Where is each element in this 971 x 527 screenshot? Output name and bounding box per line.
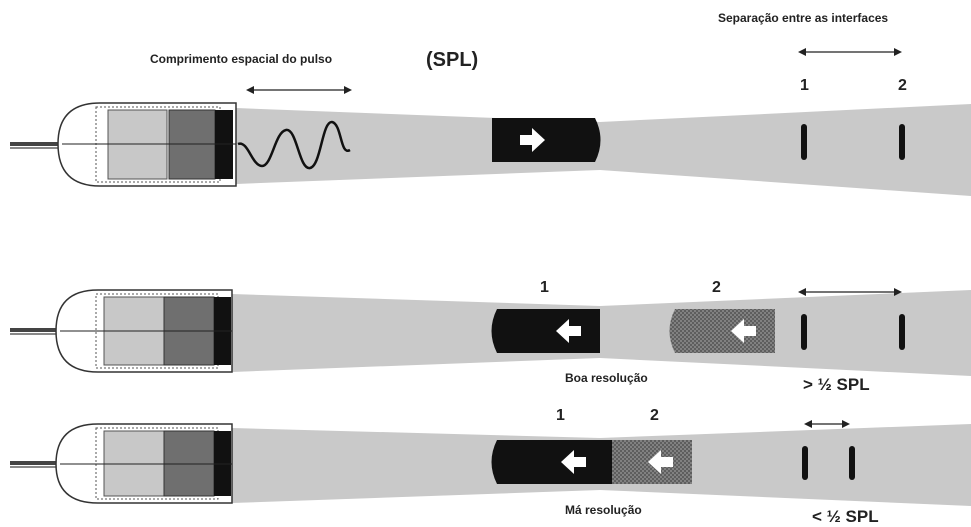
interface-1-label: 1	[800, 77, 809, 94]
echo-2-label: 2	[650, 407, 659, 424]
pulse	[492, 118, 601, 162]
transducer-icon	[10, 423, 233, 504]
echo-1-label: 1	[540, 279, 549, 296]
arrow-left-icon	[561, 450, 586, 474]
interface-2-label: 2	[898, 77, 907, 94]
spl-title: Comprimento espacial do pulso	[150, 52, 332, 66]
echo-2-label: 2	[712, 279, 721, 296]
ultrasound-beam	[236, 104, 971, 196]
echo-1-label: 1	[556, 407, 565, 424]
arrow-left-icon	[648, 450, 673, 474]
good-resolution-label: Boa resolução	[565, 371, 648, 385]
echo-1	[491, 309, 600, 353]
interface-2	[849, 446, 855, 480]
interface-1	[802, 446, 808, 480]
less-half-spl-label: < ½ SPL	[812, 507, 879, 526]
row-1: Comprimento espacial do pulso (SPL) Sepa…	[10, 11, 971, 196]
echo-1	[491, 440, 612, 484]
arrow-left-icon	[556, 319, 581, 343]
arrow-right-icon	[520, 128, 545, 152]
row-2: 1 2 Boa resolução > ½ SPL	[10, 279, 971, 394]
transducer-icon	[10, 102, 237, 187]
echo-2	[669, 309, 775, 353]
interface-2	[899, 314, 905, 350]
ultrasound-beam	[232, 290, 971, 376]
bad-resolution-label: Má resolução	[565, 503, 642, 517]
pulse-wave	[237, 120, 351, 170]
greater-half-spl-label: > ½ SPL	[803, 375, 870, 394]
double-arrow-icon	[246, 86, 352, 94]
interface-1	[801, 314, 807, 350]
spl-abbrev: (SPL)	[426, 49, 478, 71]
interface-2	[899, 124, 905, 160]
separation-title: Separação entre as interfaces	[718, 11, 888, 25]
transducer-icon	[10, 289, 233, 373]
arrow-left-icon	[731, 319, 756, 343]
row-3: 1 2 Má resolução < ½ SPL	[10, 407, 971, 526]
interface-1	[801, 124, 807, 160]
double-arrow-icon	[804, 420, 850, 428]
double-arrow-icon	[798, 288, 902, 296]
double-arrow-icon	[798, 48, 902, 56]
